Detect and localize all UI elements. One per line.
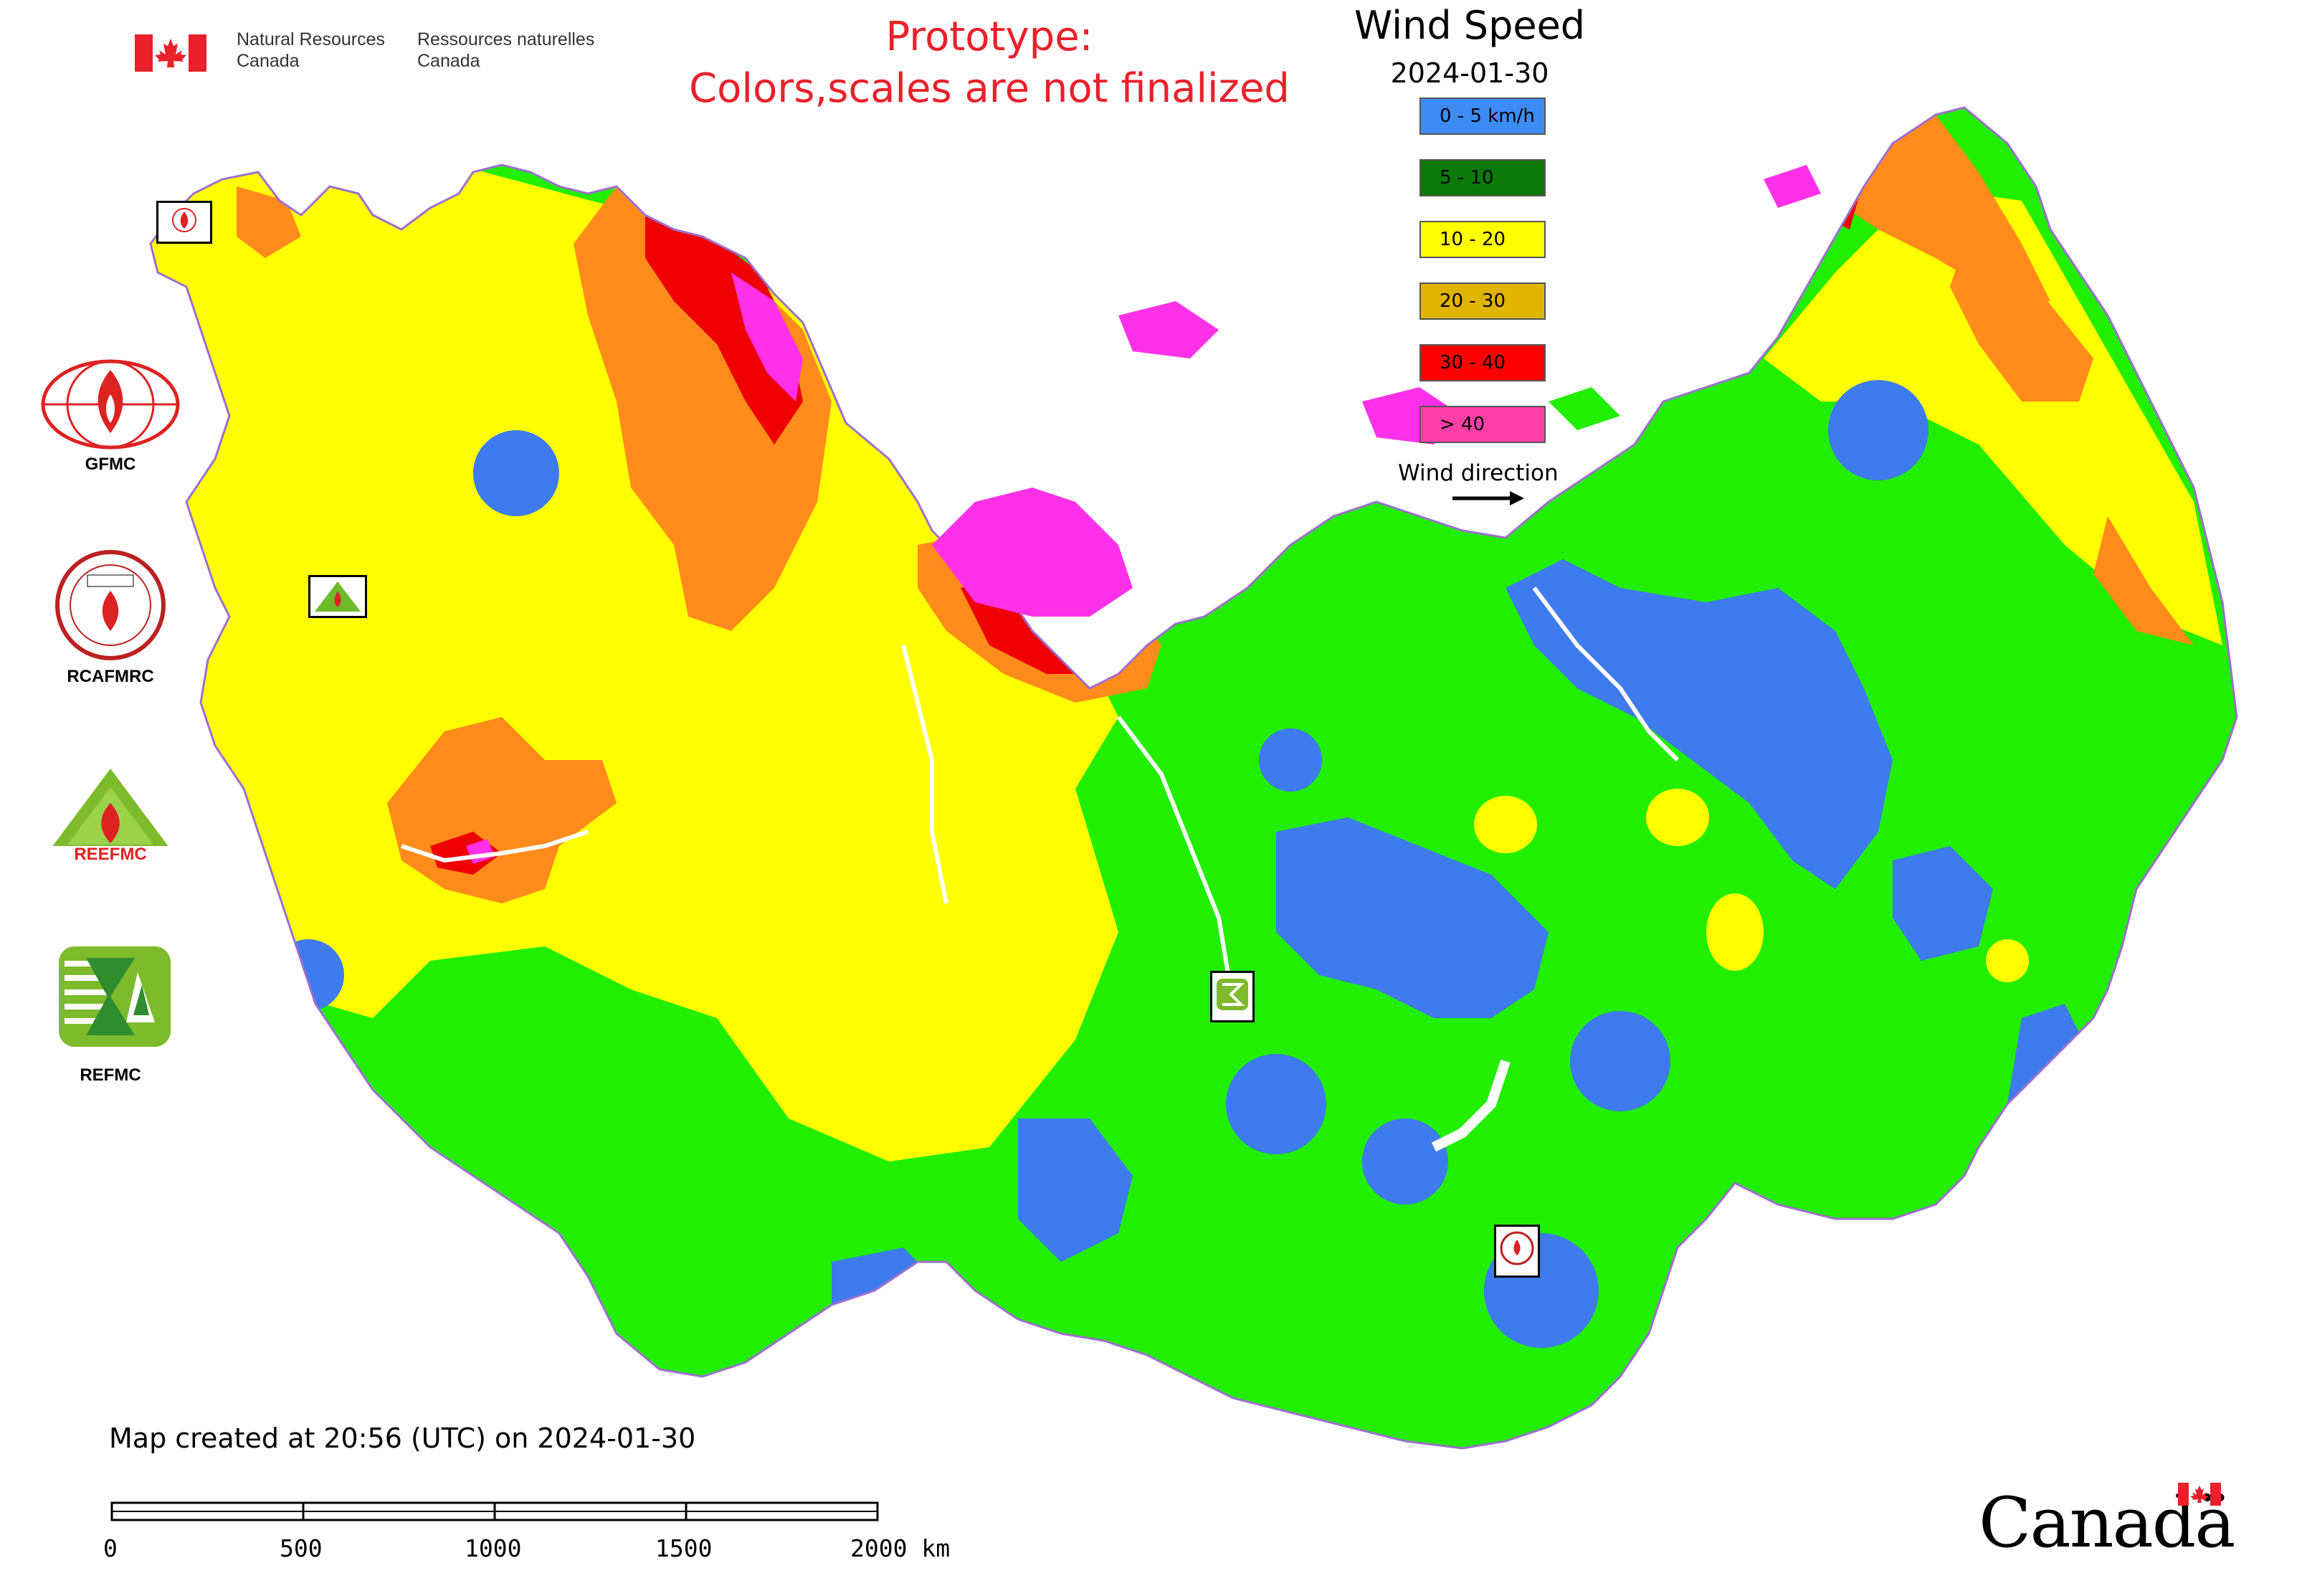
gfmc-logo: GFMC (32, 358, 189, 480)
zone-calm-sayan (1226, 1054, 1326, 1154)
canada-flag-icon (135, 34, 206, 72)
refmc-caption: REFMC (80, 1065, 141, 1085)
wind-direction-arrow-icon (1452, 491, 1524, 505)
reefmc-triangle-icon: REEFMC (43, 769, 178, 864)
river-yenisei (1116, 716, 1235, 1004)
legend: Wind Speed 2024-01-30 0 - 5 km/h 5 - 10 10… (1319, 0, 1620, 516)
wind-direction-label: Wind direction (1398, 460, 1559, 486)
rcafmrc-map-marker (1494, 1225, 1540, 1278)
river-volga (401, 830, 589, 863)
zone-calm-amur (1893, 846, 1993, 961)
zone-calm-evenkia (1259, 728, 1322, 792)
canada-wordmark-flag-icon (2178, 1483, 2221, 1506)
nrc-french: Ressources naturelles Canada (417, 29, 594, 72)
rcafmrc-emblem-icon (55, 550, 166, 660)
prototype-line2: Colors,scales are not finalized (689, 65, 1290, 112)
map-created-text: Map created at 20:56 (UTC) on 2024-01-30 (109, 1422, 696, 1454)
refmc-sigma-icon (59, 946, 171, 1047)
triangle-flame-icon (315, 581, 361, 612)
scale-bar (110, 1501, 879, 1521)
zone-calm-kolyma (1828, 380, 1928, 480)
gfmc-caption: GFMC (85, 455, 136, 474)
nrc-french-line1: Ressources naturelles (417, 29, 595, 49)
sigma-tree-icon (1217, 979, 1248, 1010)
river-ob (901, 645, 948, 904)
svg-text:REEFMC: REEFMC (74, 845, 146, 864)
zone-calm-altai (1018, 1118, 1133, 1262)
gfmc-globe-flame-icon (41, 359, 180, 450)
zone-calm-yakutia (1506, 559, 1893, 889)
zone-moderate-spot-3 (1706, 893, 1764, 971)
zone-moderate-spot-1 (1474, 796, 1537, 853)
rcafmrc-caption: RCAFMRC (67, 667, 154, 686)
nrc-english-line2: Canada (237, 51, 300, 71)
zone-fresh-kamchatka (1950, 244, 2093, 402)
prototype-notice: Prototype: Colors,scales are not finaliz… (631, 11, 1348, 115)
wrangel-island (1764, 165, 1821, 208)
refmc-logo: REFMC (32, 944, 189, 1094)
scale-label-1500: 1500 (655, 1534, 713, 1562)
zone-fresh-chukotka (1835, 115, 2050, 301)
new-siberian-islands (1549, 387, 1620, 430)
flame-icon (172, 208, 196, 232)
nrc-english: Natural Resources Canada (237, 29, 385, 72)
lake-baikal (1431, 1059, 1511, 1152)
legend-class-2: 10 - 20 (1419, 221, 1546, 258)
river-lena (1532, 586, 1680, 762)
legend-class-3: 20 - 30 (1419, 282, 1546, 320)
scale-label-500: 500 (280, 1534, 323, 1562)
franz-josef-land (1118, 301, 1219, 358)
nrc-english-line1: Natural Resources (237, 29, 386, 49)
gc-signature: Natural Resources Canada Ressources natu… (135, 29, 608, 79)
legend-class-4: 30 - 40 (1419, 344, 1546, 381)
zone-calm-baikal (1362, 1118, 1448, 1205)
circle-flame-icon (1500, 1231, 1534, 1265)
zone-moderate-west (151, 158, 1118, 1162)
scale-label-1000: 1000 (465, 1534, 522, 1562)
prototype-line1: Prototype: (885, 14, 1093, 60)
zone-extreme-kola (731, 272, 803, 402)
reefmc-logo: REEFMC (32, 766, 189, 880)
refmc-map-marker (1210, 971, 1255, 1022)
zone-strong-kola (645, 215, 803, 445)
rcafmrc-logo: RCAFMRC (32, 548, 189, 691)
zone-calm-kazakh (832, 1248, 946, 1377)
legend-class-1: 5 - 10 (1419, 159, 1546, 196)
zone-moderate-spot-2 (1646, 789, 1709, 846)
scale-label-2000: 2000 km (850, 1534, 951, 1562)
legend-class-5: > 40 (1419, 406, 1546, 443)
legend-title: Wind Speed (1354, 3, 1586, 48)
legend-class-0: 0 - 5 km/h (1419, 98, 1546, 135)
nrc-french-line2: Canada (417, 51, 480, 71)
zone-fresh-east (2093, 516, 2194, 645)
gfmc-map-marker (156, 201, 212, 244)
novaya-zemlya (932, 488, 1133, 617)
zone-calm-karelia (473, 430, 559, 516)
zone-calm-transbaikal (1570, 1011, 1670, 1111)
reefmc-map-marker (308, 575, 367, 618)
scale-label-0: 0 (103, 1534, 118, 1562)
canada-wordmark: Canadä (1979, 1483, 2237, 1569)
zone-calm-caucasus (272, 939, 344, 1011)
zone-moderate-spot-4 (1986, 939, 2029, 982)
legend-date: 2024-01-30 (1390, 57, 1549, 89)
rivers (401, 586, 1680, 1152)
zone-calm-central (1276, 817, 1549, 1018)
